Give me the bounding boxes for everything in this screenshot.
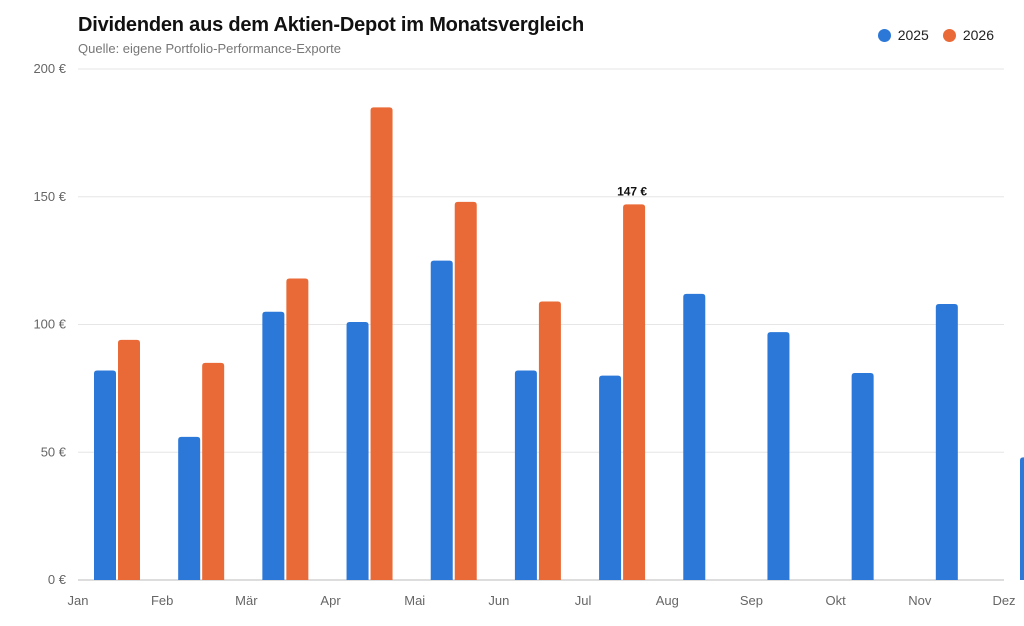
y-tick-label: 200 € (33, 61, 66, 76)
bar-2026-apr (370, 107, 393, 580)
x-tick-label: Jul (575, 593, 592, 608)
bar-2026-jun (538, 301, 561, 580)
bar-2025-feb (178, 436, 201, 580)
x-tick-label: Jan (68, 593, 89, 608)
bar-2025-sep (767, 332, 790, 580)
bar-2025-aug (683, 293, 706, 580)
x-tick-label: Feb (151, 593, 173, 608)
chart-legend: 2025 2026 (877, 27, 994, 43)
bar-2026-feb (202, 362, 225, 580)
bar-2026-jan (118, 339, 140, 580)
bar-2025-jan (94, 370, 116, 580)
y-tick-label: 50 € (41, 444, 67, 459)
x-tick-label: Mai (404, 593, 425, 608)
bar-2026-mär (286, 278, 309, 580)
bar-2025-mär (262, 311, 285, 580)
bar-2025-jun (514, 370, 537, 580)
bar-2025-nov (935, 304, 958, 580)
bar-2025-mai (430, 260, 453, 580)
legend-label-2025: 2025 (897, 27, 929, 43)
bar-2025-apr (346, 321, 369, 580)
legend-label-2026: 2026 (962, 27, 994, 43)
x-tick-label: Okt (826, 593, 847, 608)
legend-swatch-2026 (942, 28, 956, 42)
x-tick-label: Aug (656, 593, 679, 608)
data-label: 147 € (617, 184, 647, 198)
y-tick-label: 100 € (33, 317, 66, 332)
bar-2025-okt (851, 373, 874, 580)
bar-2025-dez (1020, 457, 1024, 580)
bar-2026-jul (623, 204, 646, 581)
legend-item-2025[interactable]: 2025 (877, 27, 929, 43)
bar-2026-mai (454, 201, 477, 581)
y-tick-label: 0 € (48, 572, 67, 587)
legend-swatch-2025 (877, 28, 891, 42)
chart-subtitle: Quelle: eigene Portfolio-Performance-Exp… (78, 41, 342, 56)
legend-item-2026[interactable]: 2026 (942, 27, 994, 43)
x-tick-label: Mär (235, 593, 258, 608)
y-tick-label: 150 € (33, 189, 66, 204)
x-tick-label: Sep (740, 593, 763, 608)
x-tick-label: Nov (908, 593, 932, 608)
chart-title: Dividenden aus dem Aktien-Depot im Monat… (78, 14, 585, 36)
x-tick-label: Jun (488, 593, 509, 608)
bar-2025-jul (599, 375, 622, 580)
x-tick-label: Apr (320, 593, 341, 608)
x-tick-label: Dez (992, 593, 1015, 608)
